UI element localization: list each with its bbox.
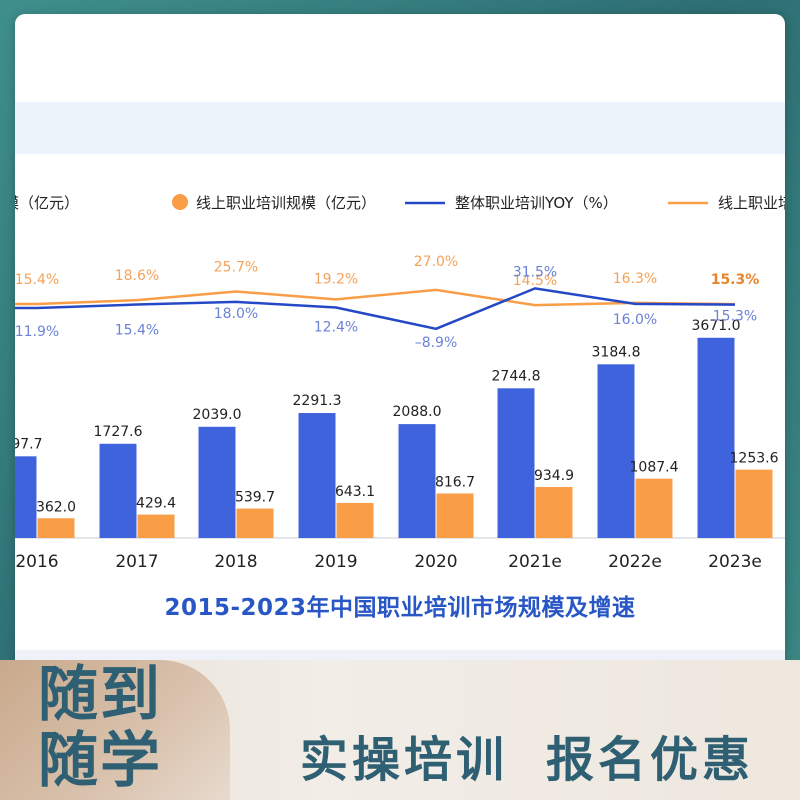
total-yoy-label-2020: –8.9% <box>415 335 458 351</box>
legend-marker-1 <box>172 194 188 210</box>
chart-card <box>15 14 785 714</box>
online-yoy-label-2017: 18.6% <box>115 268 159 284</box>
bar-online-2018 <box>236 508 274 538</box>
online-yoy-label-2023e: 15.3% <box>711 272 760 288</box>
slogan-signup-discount: 报名优惠 <box>546 732 755 788</box>
legend-label-2: 整体职业培训YOY（%） <box>455 194 618 212</box>
footer-slogan-right: 实操培训 报名优惠 <box>300 720 754 790</box>
bar-online-2016 <box>37 518 75 538</box>
total-yoy-label-2019: 12.4% <box>314 319 358 335</box>
legend-label-1: 线上职业培训规模（亿元） <box>196 194 376 212</box>
total-yoy-label-2018: 18.0% <box>214 306 258 322</box>
total-yoy-label-2022e: 16.0% <box>613 312 657 328</box>
bar-total-2022e <box>597 364 635 538</box>
bar-online-label-2023e: 1253.6 <box>730 451 779 467</box>
x-tick-2022e: 2022e <box>608 552 662 572</box>
bar-online-label-2018: 539.7 <box>235 490 275 506</box>
bar-total-2019 <box>298 413 336 538</box>
online-yoy-label-2022e: 16.3% <box>613 271 657 287</box>
total-yoy-label-2016: 11.9% <box>15 324 59 340</box>
bar-total-label-2020: 2088.0 <box>393 404 442 420</box>
bar-online-2020 <box>436 493 474 538</box>
bar-online-label-2021e: 934.9 <box>534 468 574 484</box>
bar-online-2017 <box>137 514 175 538</box>
x-tick-2021e: 2021e <box>508 552 562 572</box>
line-total-yoy <box>15 287 736 331</box>
bar-total-label-2023e: 3671.0 <box>692 318 741 334</box>
footer-left-panel <box>0 660 230 800</box>
bar-online-2023e <box>735 469 773 538</box>
top-band <box>15 102 785 154</box>
x-tick-2018: 2018 <box>214 552 257 572</box>
bar-total-2021e <box>497 388 535 538</box>
legend-label-0: 整体职业培训规模（亿元） <box>0 194 79 212</box>
slogan-line-1: 随到 <box>38 660 162 730</box>
online-yoy-label-2020: 27.0% <box>414 254 458 270</box>
bar-online-2021e <box>535 487 573 538</box>
bar-total-label-2022e: 3184.8 <box>592 344 641 360</box>
online-yoy-label-2016: 15.4% <box>15 272 59 288</box>
bar-online-2022e <box>635 478 673 538</box>
x-tick-2019: 2019 <box>314 552 357 572</box>
bar-total-2016 <box>15 456 37 538</box>
bar-total-label-2016: 1497.7 <box>0 436 43 452</box>
bar-total-label-2019: 2291.3 <box>293 393 342 409</box>
chart-title: 2015-2023年中国职业培训市场规模及增速 <box>164 595 636 621</box>
slogan-practical-training: 实操培训 <box>300 732 509 788</box>
bar-total-2020 <box>398 424 436 538</box>
footer-slogan-left: 随到 随学 <box>38 662 178 794</box>
x-tick-2017: 2017 <box>115 552 158 572</box>
bar-total-2018 <box>198 426 236 538</box>
bar-online-label-2017: 429.4 <box>136 496 176 512</box>
bar-online-label-2022e: 1087.4 <box>630 460 679 476</box>
bar-total-label-2021e: 2744.8 <box>492 368 541 384</box>
total-yoy-label-2023e: 15.3% <box>713 309 757 325</box>
line-online-yoy <box>15 288 736 307</box>
online-yoy-label-2019: 19.2% <box>314 271 358 287</box>
total-yoy-label-2021e: 31.5% <box>513 264 557 280</box>
online-yoy-label-2021e: 14.5% <box>513 273 557 289</box>
bar-online-label-2016: 362.0 <box>36 499 76 515</box>
x-tick-2016: 2016 <box>15 552 58 572</box>
x-tick-2023e: 2023e <box>708 552 762 572</box>
bar-online-label-2019: 643.1 <box>335 484 375 500</box>
bar-online-2019 <box>336 502 374 538</box>
legend-label-3: 线上职业培训YOY（%） <box>718 194 800 212</box>
total-yoy-label-2017: 15.4% <box>115 322 159 338</box>
bar-total-label-2018: 2039.0 <box>193 407 242 423</box>
bar-online-label-2020: 816.7 <box>435 474 475 490</box>
slogan-line-2: 随学 <box>38 726 162 796</box>
bar-total-2017 <box>99 443 137 538</box>
bar-total-label-2017: 1727.6 <box>94 424 143 440</box>
online-yoy-label-2018: 25.7% <box>214 260 258 276</box>
bar-total-2023e <box>697 337 735 538</box>
x-tick-2020: 2020 <box>414 552 457 572</box>
